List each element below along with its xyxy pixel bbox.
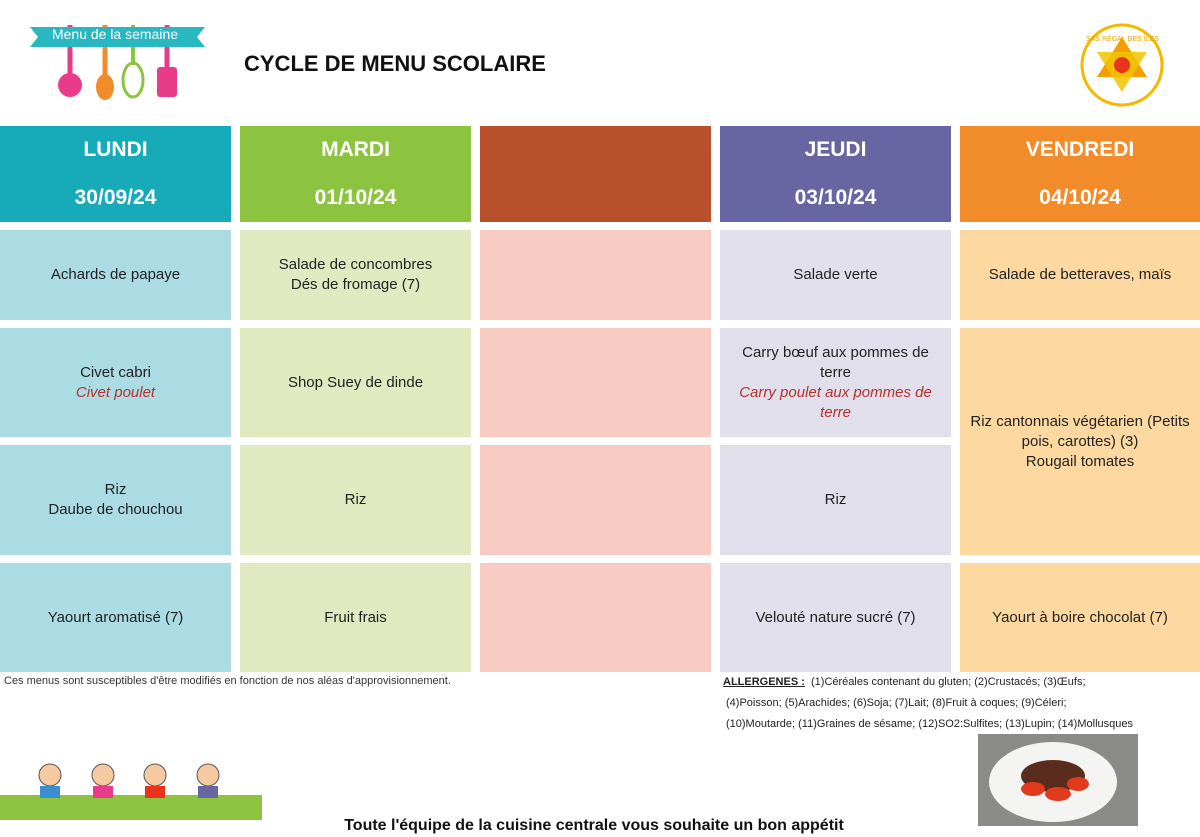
allergens-label: ALLERGENES :	[723, 676, 805, 688]
dish: Yaourt aromatisé (7)	[47, 608, 184, 626]
logo-text: Menu de la semaine	[51, 26, 179, 42]
dish: Riz	[104, 481, 127, 498]
menu-cell: Yaourt aromatisé (7)	[0, 563, 231, 672]
dish: Fruit frais	[324, 608, 387, 626]
menu-cell	[480, 328, 711, 437]
menu-cell: Salade de concombres Dés de fromage (7)	[240, 230, 471, 320]
note: Ces menus sont susceptibles d'être modif…	[4, 675, 451, 687]
dish: Yaourt à boire chocolat (7)	[992, 608, 1168, 626]
menu-cell	[480, 445, 711, 555]
dish: Carry bœuf aux pommes de terre	[742, 343, 929, 381]
dish: Riz cantonnais végétarien (Petits pois, …	[970, 412, 1190, 450]
dish: Riz	[344, 491, 367, 508]
day-header: VENDREDI 04/10/24	[960, 126, 1200, 222]
dish: Shop Suey de dinde	[287, 373, 424, 391]
dish-alternative: Carry poulet aux pommes de terre	[739, 383, 932, 421]
day: MARDI	[321, 138, 390, 161]
allergens-line: (4)Poisson; (5)Arachides; (6)Soja; (7)La…	[726, 697, 1067, 709]
day: VENDREDI	[1025, 138, 1135, 161]
date: 03/10/24	[794, 186, 877, 209]
logo-utensils	[30, 25, 205, 100]
date: 30/09/24	[74, 186, 157, 209]
day-header: JEUDI 03/10/24	[720, 126, 951, 222]
menu-cell: Riz	[240, 445, 471, 555]
menu-cell: Fruit frais	[240, 563, 471, 672]
menu-cell: Shop Suey de dinde	[240, 328, 471, 437]
day-header	[480, 126, 711, 222]
dish: Civet cabri	[80, 363, 151, 381]
menu-cell	[480, 230, 711, 320]
menu-cell: Salade verte	[720, 230, 951, 320]
menu-cell: Riz cantonnais végétarien (Petits pois, …	[960, 328, 1200, 555]
menu-cell: Achards de papaye	[0, 230, 231, 320]
menu-cell: Yaourt à boire chocolat (7)	[960, 563, 1200, 672]
dish: Riz	[824, 491, 847, 508]
dish-alternative: Civet poulet	[75, 383, 156, 401]
food-photo	[978, 734, 1138, 826]
dish: Achards de papaye	[50, 266, 181, 283]
dish: Daube de chouchou	[48, 501, 183, 518]
menu-cell	[480, 563, 711, 672]
date: 04/10/24	[1039, 186, 1121, 209]
menu-cell: Velouté nature sucré (7)	[720, 563, 951, 672]
day-header: LUNDI 30/09/24	[0, 126, 231, 222]
date: 01/10/24	[314, 186, 397, 209]
day: LUNDI	[83, 138, 148, 161]
menu-cell: Carry bœuf aux pommes de terre Carry poul…	[720, 328, 951, 437]
allergens-line: (10)Moutarde; (11)Graines de sésame; (12…	[726, 718, 1133, 730]
dish: Rougail tomates	[1025, 452, 1135, 470]
dish: Dés de fromage (7)	[290, 276, 421, 293]
kids-illustration	[0, 763, 262, 820]
dish: Salade verte	[793, 266, 878, 283]
dish: Salade de concombres	[278, 256, 433, 273]
footer: Toute l'équipe de la cuisine centrale vo…	[344, 817, 844, 834]
dish: Velouté nature sucré (7)	[755, 608, 916, 626]
dish: Salade de betteraves, maïs	[988, 266, 1172, 283]
day-header: MARDI 01/10/24	[240, 126, 471, 222]
title: CYCLE DE MENU SCOLAIRE	[244, 51, 546, 76]
menu-cell: Riz Daube de chouchou	[0, 445, 231, 555]
brand-text: SAS RÉGAL DES ÎLES	[1086, 36, 1159, 43]
brand-logo	[1080, 23, 1164, 107]
menu-cell: Riz	[720, 445, 951, 555]
day: JEUDI	[804, 138, 867, 161]
menu-cell: Salade de betteraves, maïs	[960, 230, 1200, 320]
allergens-line: (1)Céréales contenant du gluten; (2)Crus…	[811, 676, 1086, 688]
menu-cell: Civet cabri Civet poulet	[0, 328, 231, 437]
